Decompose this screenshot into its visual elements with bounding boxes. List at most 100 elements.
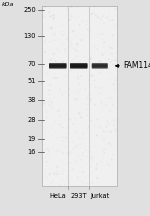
Point xyxy=(115,51,117,54)
Point xyxy=(52,20,54,23)
Point xyxy=(69,151,71,154)
Point xyxy=(114,88,116,92)
Point xyxy=(73,183,75,186)
Point xyxy=(53,172,55,175)
Point xyxy=(100,101,103,104)
Point xyxy=(110,130,113,133)
Point xyxy=(88,133,90,137)
Point xyxy=(50,182,52,185)
FancyBboxPatch shape xyxy=(49,63,66,66)
Point xyxy=(72,146,74,150)
Point xyxy=(67,152,70,156)
Point xyxy=(46,152,49,156)
Point xyxy=(103,137,106,140)
Point xyxy=(56,48,59,52)
Point xyxy=(44,40,46,43)
Point xyxy=(86,108,88,111)
Point xyxy=(94,30,97,34)
Point xyxy=(59,136,62,140)
Point xyxy=(84,145,86,148)
FancyBboxPatch shape xyxy=(49,64,66,67)
Point xyxy=(49,103,51,107)
Point xyxy=(63,183,66,186)
Point xyxy=(63,83,66,86)
Text: FAM114A2: FAM114A2 xyxy=(123,61,150,70)
Point xyxy=(111,52,113,56)
Point xyxy=(113,75,116,79)
Point xyxy=(93,45,96,48)
Point xyxy=(41,91,44,94)
Point xyxy=(97,15,100,19)
Point xyxy=(78,45,80,49)
Point xyxy=(45,127,47,131)
Point xyxy=(112,63,114,66)
Point xyxy=(105,103,108,106)
Point xyxy=(80,51,83,55)
Point xyxy=(96,177,98,180)
Point xyxy=(97,125,99,128)
Point xyxy=(100,63,102,66)
Point xyxy=(75,117,77,121)
Point xyxy=(81,170,84,174)
Point xyxy=(93,5,95,8)
Point xyxy=(62,24,64,27)
Point xyxy=(100,10,103,14)
Point xyxy=(101,149,104,153)
Point xyxy=(75,34,78,37)
Point xyxy=(109,46,112,49)
Point xyxy=(61,34,64,37)
Point xyxy=(43,26,45,29)
Point xyxy=(49,14,52,18)
Point xyxy=(77,94,80,97)
Text: Jurkat: Jurkat xyxy=(90,193,109,199)
Point xyxy=(75,119,78,122)
Point xyxy=(49,83,52,87)
Point xyxy=(102,7,105,11)
Point xyxy=(55,173,57,176)
Point xyxy=(83,13,85,16)
Point xyxy=(83,33,85,37)
Point xyxy=(81,75,83,78)
Point xyxy=(99,125,101,129)
Point xyxy=(63,163,66,166)
Point xyxy=(108,123,110,126)
Point xyxy=(46,116,48,119)
Point xyxy=(41,68,44,72)
Point xyxy=(46,147,48,150)
Point xyxy=(68,87,70,91)
Point xyxy=(54,33,56,36)
Point xyxy=(80,116,82,119)
Point xyxy=(80,66,82,70)
Point xyxy=(52,164,54,167)
Text: 70: 70 xyxy=(27,61,36,67)
Point xyxy=(85,19,88,23)
Point xyxy=(114,63,116,66)
Point xyxy=(88,29,91,33)
Point xyxy=(49,6,51,10)
Point xyxy=(91,73,94,77)
Point xyxy=(111,158,113,161)
Point xyxy=(95,67,97,70)
Point xyxy=(112,118,115,121)
Point xyxy=(52,179,54,183)
Point xyxy=(98,86,101,90)
Point xyxy=(69,118,71,121)
Point xyxy=(58,50,60,54)
Point xyxy=(51,101,53,105)
Point xyxy=(44,168,47,172)
Point xyxy=(61,115,64,119)
Point xyxy=(79,112,82,115)
Point xyxy=(99,116,102,120)
Point xyxy=(105,97,108,100)
Point xyxy=(81,20,84,23)
Point xyxy=(72,140,75,144)
Point xyxy=(89,57,92,61)
Point xyxy=(94,103,97,106)
Point xyxy=(45,155,47,159)
Point xyxy=(79,179,81,183)
Point xyxy=(108,13,110,16)
Point xyxy=(106,162,109,165)
Point xyxy=(58,149,60,153)
Point xyxy=(113,107,116,110)
Point xyxy=(72,167,74,171)
